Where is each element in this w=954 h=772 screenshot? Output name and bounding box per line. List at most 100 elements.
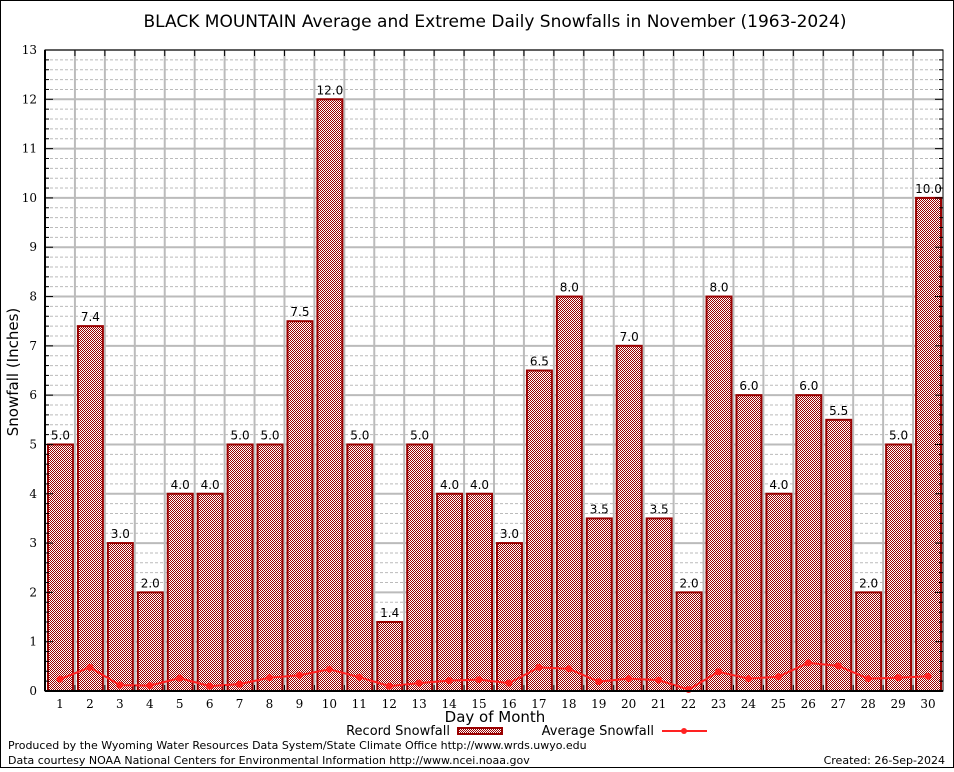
bar-value-label: 4.0: [440, 478, 459, 492]
bar-value-label: 2.0: [859, 576, 878, 590]
chart-title: BLACK MOUNTAIN Average and Extreme Daily…: [144, 12, 847, 32]
y-tick-label: 5: [29, 437, 37, 451]
average-point-day-3: [116, 681, 124, 689]
bar-value-label: 4.0: [769, 478, 788, 492]
x-tick-label: 23: [711, 697, 726, 711]
y-tick-label: 2: [29, 585, 37, 599]
average-point-day-2: [86, 663, 94, 671]
average-point-day-27: [834, 662, 842, 670]
bar-value-label: 5.0: [231, 428, 250, 442]
bar-day-2: [76, 325, 104, 692]
bar-value-label: 3.0: [500, 527, 519, 541]
x-tick-label: 10: [322, 697, 337, 711]
bar-day-17: [525, 369, 553, 692]
average-point-day-28: [864, 675, 872, 683]
average-point-day-1: [56, 675, 64, 683]
average-point-day-6: [206, 682, 214, 690]
bar-value-label: 7.5: [290, 305, 309, 319]
x-tick-label: 1: [56, 697, 64, 711]
footer-produced-by: Produced by the Wyoming Water Resources …: [8, 739, 587, 752]
bar-value-label: 1.4: [380, 606, 399, 620]
x-tick-label: 19: [591, 697, 606, 711]
y-tick-label: 9: [29, 240, 37, 254]
average-point-day-14: [445, 677, 453, 685]
average-point-day-17: [535, 663, 543, 671]
x-tick-label: 3: [116, 697, 124, 711]
legend-swatch-record: [457, 727, 503, 735]
average-point-day-10: [325, 665, 333, 673]
bar-day-4: [136, 591, 164, 693]
legend-marker-average: [681, 728, 687, 734]
bar-value-label: 5.0: [410, 428, 429, 442]
legend-label-average: Average Snowfall: [542, 724, 654, 739]
y-tick-label: 7: [29, 339, 37, 353]
bar-value-label: 4.0: [470, 478, 489, 492]
bar-day-1: [47, 443, 74, 693]
bar-value-label: 8.0: [560, 281, 579, 295]
bar-labels-group: 5.0 7.4 3.0 2.0 4.0 4.0 5.0 5.0 7.5 12.0 5.0 1.4 5.0…: [51, 83, 942, 620]
x-axis-label: Day of Month: [445, 708, 546, 726]
bar-value-label: 5.0: [260, 428, 279, 442]
bar-day-11: [346, 443, 374, 693]
bar-day-27: [825, 418, 853, 692]
y-tick-label: 8: [29, 290, 37, 304]
bar-value-label: 5.0: [51, 428, 70, 442]
y-tick-label: 12: [22, 92, 37, 106]
y-tick-label: 10: [22, 191, 37, 205]
bar-value-label: 7.4: [81, 310, 100, 324]
average-point-day-15: [475, 676, 483, 684]
average-point-day-29: [894, 674, 902, 682]
x-tick-label: 13: [412, 697, 427, 711]
bar-value-label: 12.0: [317, 83, 344, 97]
bar-day-23: [705, 295, 733, 692]
bar-day-22: [675, 591, 703, 693]
average-point-day-5: [176, 674, 184, 682]
average-point-day-30: [924, 672, 932, 680]
x-tick-label: 26: [801, 697, 816, 711]
bar-day-26: [795, 394, 823, 692]
bar-value-label: 5.0: [889, 428, 908, 442]
x-tick-label: 5: [176, 697, 184, 711]
bar-value-label: 2.0: [680, 576, 699, 590]
average-point-day-24: [744, 675, 752, 683]
bar-value-label: 6.0: [799, 379, 818, 393]
x-tick-label: 28: [861, 697, 876, 711]
bar-day-7: [226, 443, 254, 693]
bar-day-12: [376, 620, 404, 693]
bar-day-15: [466, 492, 494, 692]
x-tick-label: 14: [441, 697, 457, 711]
bar-value-label: 5.5: [829, 404, 848, 418]
x-tick-label: 30: [920, 697, 935, 711]
bar-day-10: [316, 98, 344, 693]
bar-day-21: [645, 517, 673, 693]
x-tick-label: 22: [681, 697, 696, 711]
bar-value-label: 5.0: [350, 428, 369, 442]
bar-value-label: 3.5: [650, 502, 669, 516]
x-tick-label: 9: [296, 697, 304, 711]
x-tick-label: 29: [890, 697, 905, 711]
x-tick-label: 15: [471, 697, 486, 711]
average-point-day-21: [655, 676, 663, 684]
x-tick-label: 4: [146, 697, 154, 711]
bar-value-label: 10.0: [915, 182, 942, 196]
x-tick-label: 24: [741, 697, 757, 711]
average-point-day-11: [355, 673, 363, 681]
bar-day-29: [885, 443, 913, 693]
bar-value-label: 3.5: [590, 502, 609, 516]
bar-day-16: [496, 542, 523, 692]
average-point-day-13: [415, 679, 423, 687]
x-tick-label: 8: [266, 697, 274, 711]
average-point-day-26: [804, 659, 812, 667]
legend-label-record: Record Snowfall: [346, 724, 450, 739]
bar-day-25: [765, 492, 793, 692]
x-tick-label: 7: [236, 697, 244, 711]
bars-group: [47, 98, 942, 693]
average-point-day-16: [505, 679, 513, 687]
bar-day-9: [286, 320, 314, 692]
bar-value-label: 8.0: [709, 281, 728, 295]
bar-value-label: 6.0: [739, 379, 758, 393]
y-axis-label: Snowfall (Inches): [4, 308, 22, 436]
y-tick-label: 6: [29, 388, 37, 402]
